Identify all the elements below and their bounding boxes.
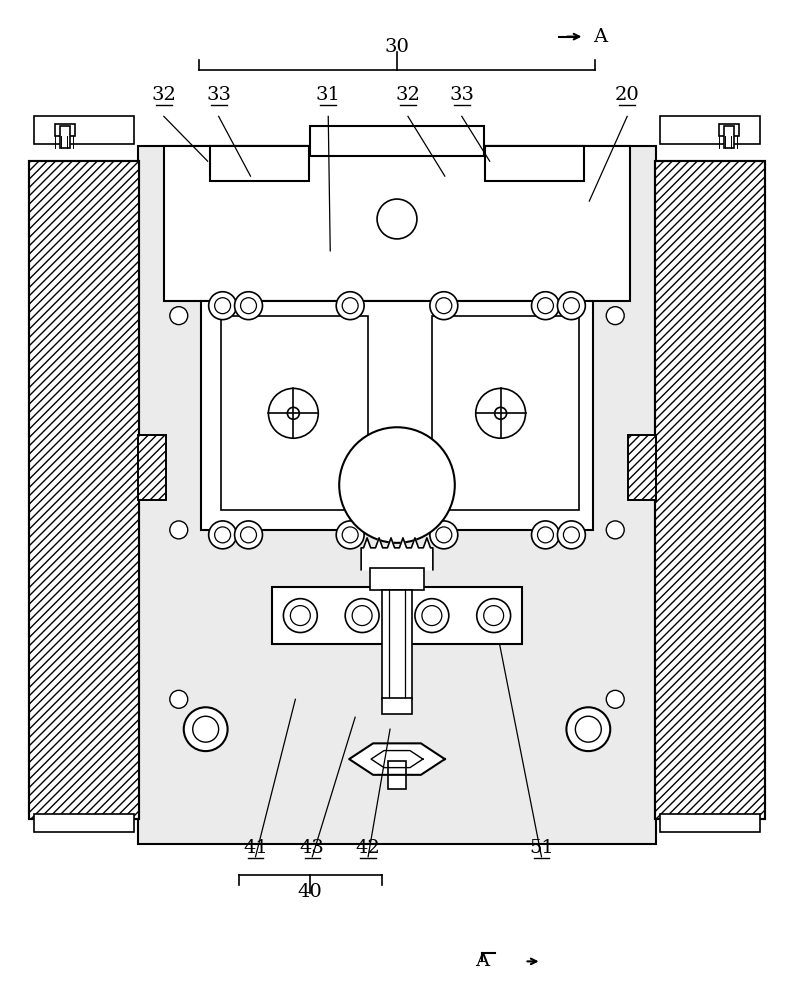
Bar xyxy=(719,124,738,136)
Circle shape xyxy=(183,707,228,751)
Circle shape xyxy=(436,527,452,543)
Circle shape xyxy=(283,599,318,633)
Circle shape xyxy=(607,521,624,539)
Circle shape xyxy=(566,707,611,751)
Text: 43: 43 xyxy=(300,839,325,857)
Polygon shape xyxy=(361,538,433,570)
Circle shape xyxy=(531,292,560,320)
Circle shape xyxy=(241,527,256,543)
Circle shape xyxy=(209,521,237,549)
Circle shape xyxy=(336,292,364,320)
Circle shape xyxy=(557,521,585,549)
Bar xyxy=(29,161,139,819)
Bar xyxy=(272,587,522,644)
Bar xyxy=(138,146,656,844)
Circle shape xyxy=(241,298,256,314)
Circle shape xyxy=(422,606,441,626)
Text: 32: 32 xyxy=(395,86,420,104)
Polygon shape xyxy=(349,743,445,775)
Circle shape xyxy=(415,599,449,633)
Text: 30: 30 xyxy=(384,38,410,56)
Circle shape xyxy=(531,521,560,549)
Circle shape xyxy=(430,521,458,549)
Bar xyxy=(628,435,656,500)
Text: 20: 20 xyxy=(615,86,639,104)
Circle shape xyxy=(476,599,511,633)
Circle shape xyxy=(476,388,526,438)
Bar xyxy=(660,116,760,144)
Circle shape xyxy=(607,307,624,325)
Text: 51: 51 xyxy=(529,839,554,857)
Circle shape xyxy=(564,527,580,543)
Circle shape xyxy=(484,606,503,626)
Bar xyxy=(138,435,166,500)
Bar xyxy=(484,146,584,181)
Circle shape xyxy=(377,199,417,239)
Circle shape xyxy=(342,527,358,543)
Circle shape xyxy=(495,407,507,419)
Circle shape xyxy=(538,298,553,314)
Text: 32: 32 xyxy=(152,86,176,104)
Bar xyxy=(29,161,139,819)
Circle shape xyxy=(268,388,318,438)
Circle shape xyxy=(234,521,263,549)
Bar xyxy=(655,161,765,819)
Text: A: A xyxy=(475,952,489,970)
Bar xyxy=(138,435,166,500)
Circle shape xyxy=(345,599,379,633)
Bar xyxy=(724,126,734,148)
Bar xyxy=(432,316,580,510)
Circle shape xyxy=(576,716,601,742)
Circle shape xyxy=(436,298,452,314)
Circle shape xyxy=(170,690,187,708)
Bar xyxy=(388,761,406,789)
Bar xyxy=(221,316,368,510)
Circle shape xyxy=(170,307,187,325)
Circle shape xyxy=(209,292,237,320)
Circle shape xyxy=(430,292,458,320)
Circle shape xyxy=(287,407,299,419)
Bar xyxy=(164,146,630,301)
Text: 31: 31 xyxy=(316,86,341,104)
Bar xyxy=(382,590,412,699)
Circle shape xyxy=(339,427,455,543)
Circle shape xyxy=(342,298,358,314)
Bar xyxy=(201,301,593,530)
Circle shape xyxy=(353,606,372,626)
Bar xyxy=(60,126,70,148)
Circle shape xyxy=(170,521,187,539)
Circle shape xyxy=(557,292,585,320)
Bar xyxy=(310,126,484,156)
Circle shape xyxy=(234,292,263,320)
Bar xyxy=(34,814,134,832)
Bar xyxy=(210,146,310,181)
Circle shape xyxy=(214,527,230,543)
Bar xyxy=(660,814,760,832)
Circle shape xyxy=(291,606,310,626)
Text: 42: 42 xyxy=(356,839,380,857)
Circle shape xyxy=(538,527,553,543)
Circle shape xyxy=(564,298,580,314)
Text: A: A xyxy=(593,28,607,46)
Text: 41: 41 xyxy=(243,839,268,857)
Bar xyxy=(628,435,656,500)
Bar xyxy=(370,568,424,590)
Bar xyxy=(34,116,134,144)
Bar xyxy=(655,161,765,819)
Bar xyxy=(56,124,75,136)
Circle shape xyxy=(607,690,624,708)
Bar xyxy=(382,698,412,714)
Text: 33: 33 xyxy=(449,86,474,104)
Text: 33: 33 xyxy=(206,86,231,104)
Text: 40: 40 xyxy=(298,883,322,901)
Circle shape xyxy=(336,521,364,549)
Circle shape xyxy=(193,716,218,742)
Circle shape xyxy=(214,298,230,314)
